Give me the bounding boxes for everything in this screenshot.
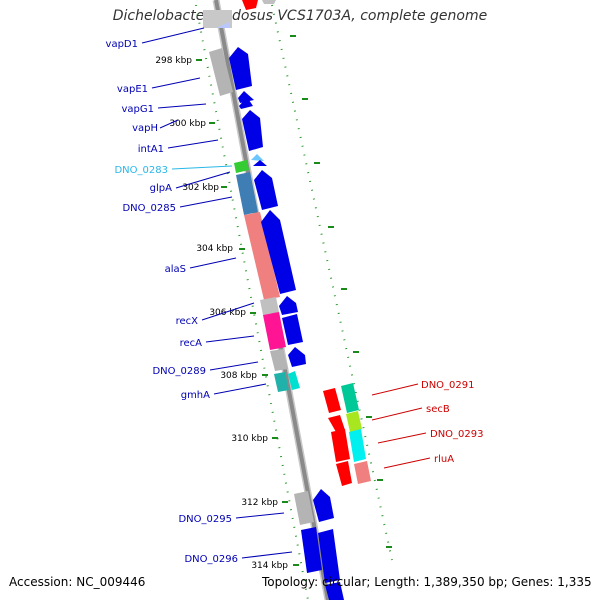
gene-label-DNO_0285[interactable]: DNO_0285 — [122, 203, 176, 214]
gene-vapE1[interactable] — [229, 47, 252, 90]
forward-track-guide — [195, 4, 309, 600]
gene-label-secB[interactable]: secB — [426, 404, 450, 415]
gene-DNO_0289[interactable] — [288, 347, 306, 367]
gene-glpA[interactable] — [253, 160, 267, 166]
gene-vapD1[interactable] — [203, 10, 232, 28]
gene-label-intA1[interactable]: intA1 — [138, 144, 164, 155]
leader-line-vapG1 — [157, 103, 207, 109]
right-gene-labels: DNO_0291 secB DNO_0293 rluA — [421, 380, 484, 465]
gene-label-DNO_0283[interactable]: DNO_0283 — [114, 165, 168, 176]
leader-line-DNO_0283 — [171, 165, 233, 170]
gene-label-alaS[interactable]: alaS — [165, 264, 186, 275]
leader-line-DNO_0293 — [377, 432, 427, 444]
leader-line-vapH — [159, 119, 179, 129]
leader-line-glpA — [175, 171, 231, 189]
right-leader-lines — [371, 383, 431, 469]
gene-label-vapD1[interactable]: vapD1 — [106, 39, 138, 50]
gene-glpA-green[interactable] — [234, 160, 249, 173]
gene-DNO_0289-grey[interactable] — [270, 349, 288, 371]
genome-summary-text: Topology: circular; Length: 1,389,350 bp… — [262, 575, 592, 589]
gene-label-vapE1[interactable]: vapE1 — [117, 84, 148, 95]
leader-line-DNO_0289 — [209, 361, 259, 371]
leader-line-alaS — [189, 257, 237, 269]
leader-line-vapE1 — [151, 77, 201, 89]
gene-DNO_0295-grey[interactable] — [294, 491, 314, 525]
gene-top-red[interactable] — [242, 0, 258, 10]
gene-label-gmhA[interactable]: gmhA — [181, 390, 210, 401]
kbp-label: 312 kbp — [241, 498, 278, 508]
leader-line-DNO_0285 — [179, 196, 233, 208]
leader-line-DNO_0296 — [241, 551, 293, 559]
gene-recA-pink[interactable] — [263, 312, 286, 350]
kbp-label: 310 kbp — [231, 434, 268, 444]
leader-line-recA — [205, 335, 255, 343]
gene-recX-grey[interactable] — [260, 297, 279, 315]
gene-label-DNO_0293[interactable]: DNO_0293 — [430, 429, 484, 440]
gene-rluA[interactable] — [354, 461, 371, 484]
gene-DNO_0291[interactable] — [341, 383, 359, 413]
leader-line-intA1 — [167, 139, 219, 149]
leader-line-DNO_0295 — [235, 512, 285, 519]
gene-rluA-red[interactable] — [336, 461, 352, 486]
kbp-label: 314 kbp — [251, 561, 288, 571]
kbp-label: 298 kbp — [155, 56, 192, 66]
gene-vapD1-head[interactable] — [216, 22, 230, 28]
gene-secB[interactable] — [346, 411, 362, 432]
left-gene-labels: vapD1 vapE1 vapG1 vapH intA1 DNO_0283 gl… — [106, 39, 238, 565]
gene-label-DNO_0291[interactable]: DNO_0291 — [421, 380, 475, 391]
gene-label-vapG1[interactable]: vapG1 — [121, 104, 154, 115]
kbp-label: 308 kbp — [220, 371, 257, 381]
gene-label-DNO_0289[interactable]: DNO_0289 — [152, 366, 206, 377]
forward-strand-genes — [203, 10, 344, 600]
gene-vapG1-b[interactable] — [239, 97, 253, 109]
accession-text: Accession: NC_009446 — [9, 575, 146, 589]
kbp-label: 304 kbp — [196, 244, 233, 254]
feature-tracks — [195, 4, 393, 600]
leader-line-recX — [201, 302, 255, 321]
gene-label-DNO_0295[interactable]: DNO_0295 — [178, 514, 232, 525]
gene-recA[interactable] — [282, 314, 303, 345]
gene-label-DNO_0296[interactable]: DNO_0296 — [184, 554, 238, 565]
kbp-label: 300 kbp — [169, 119, 206, 129]
gene-label-recA[interactable]: recA — [180, 338, 203, 349]
gene-DNO_0295[interactable] — [313, 489, 334, 522]
gene-partial-bottom[interactable] — [325, 582, 344, 600]
reverse-strand-genes — [242, 0, 371, 486]
kbp-label: 302 kbp — [182, 183, 219, 193]
gene-DNO_0296-b[interactable] — [318, 529, 340, 583]
leader-line-vapD1 — [141, 27, 205, 44]
gene-intA1[interactable] — [242, 110, 263, 151]
gene-gmhA-teal[interactable] — [274, 372, 289, 392]
gene-alaS-salmon[interactable] — [244, 212, 280, 300]
gene-alaS[interactable] — [261, 210, 296, 294]
leader-line-secB — [371, 407, 423, 421]
leader-line-DNO_0291 — [371, 383, 419, 396]
gene-vapE1-grey[interactable] — [209, 48, 233, 96]
gene-secB-red[interactable] — [328, 415, 345, 432]
gene-label-vapH[interactable]: vapH — [132, 123, 158, 134]
gene-DNO_0285[interactable] — [254, 170, 278, 210]
gene-label-rluA[interactable]: rluA — [434, 454, 454, 465]
gene-recX[interactable] — [279, 296, 298, 315]
gene-top-grey[interactable] — [262, 0, 276, 4]
gene-DNO_0291-red[interactable] — [323, 388, 341, 413]
leader-line-rluA — [383, 457, 431, 469]
gene-DNO_0296-a[interactable] — [301, 527, 322, 573]
gene-vapG1[interactable] — [238, 91, 254, 103]
gene-DNO_0285-steel[interactable] — [236, 172, 258, 215]
gene-DNO_0293-red[interactable] — [331, 429, 350, 462]
leader-line-gmhA — [213, 383, 267, 395]
kbp-tick-labels: 298 kbp 300 kbp 302 kbp 304 kbp 306 kbp … — [155, 56, 288, 571]
gene-label-glpA[interactable]: glpA — [150, 183, 172, 194]
gene-DNO_0293[interactable] — [349, 429, 366, 462]
gene-DNO_0283[interactable] — [251, 154, 264, 161]
gene-gmhA[interactable] — [288, 371, 300, 390]
kbp-ticks — [196, 35, 392, 566]
left-leader-lines — [141, 27, 293, 559]
gene-label-recX[interactable]: recX — [176, 316, 199, 327]
kbp-label: 306 kbp — [209, 308, 246, 318]
